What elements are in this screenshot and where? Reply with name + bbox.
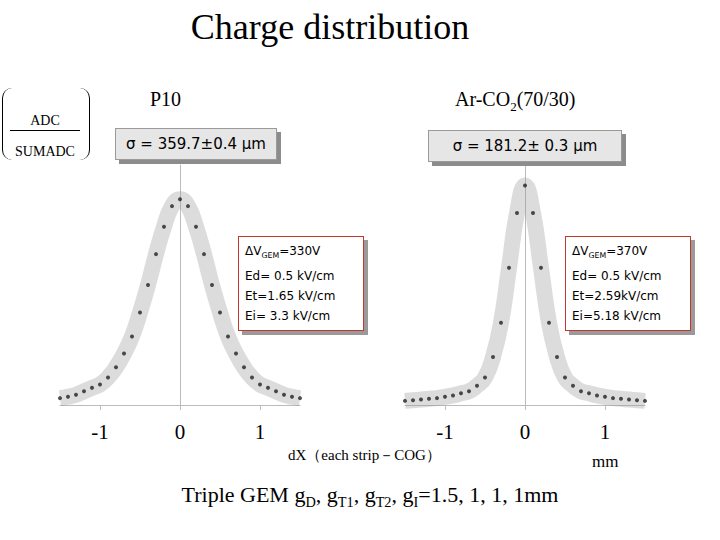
- html-text:ADC: ADC: [30, 113, 60, 128]
- html-text:Ei=5.18 kV/cm: Ei=5.18 kV/cm: [572, 309, 661, 324]
- svg-text:1: 1: [600, 420, 611, 444]
- svg-text:1: 1: [255, 420, 266, 444]
- html-text:Charge distribution: Charge distribution: [190, 7, 470, 47]
- html-text:Triple GEM gD, gT1, gT2, gI=1.: Triple GEM gD, gT1, gT2, gI=1.5, 1, 1, 1…: [181, 482, 559, 511]
- svg-text:-1: -1: [91, 420, 109, 444]
- html-text:Ei= 3.3 kV/cm: Ei= 3.3 kV/cm: [245, 309, 331, 324]
- html-text:Ed= 0.5 kV/cm: Ed= 0.5 kV/cm: [572, 269, 662, 284]
- html-text:ΔVGEM=330V: ΔVGEM=330V: [245, 244, 321, 261]
- html-text:σ = 181.2± 0.3 μm: σ = 181.2± 0.3 μm: [452, 137, 598, 155]
- html-text:Et=2.59kV/cm: Et=2.59kV/cm: [572, 289, 659, 304]
- html-text:σ = 359.7±0.4 μm: σ = 359.7±0.4 μm: [126, 135, 266, 153]
- html-text:ΔVGEM=370V: ΔVGEM=370V: [572, 244, 648, 261]
- html-text:dX（each strip－COG）: dX（each strip－COG）: [288, 447, 441, 463]
- svg-text:0: 0: [175, 420, 186, 444]
- html-text:P10: P10: [150, 88, 182, 110]
- html-text:Et=1.65 kV/cm: Et=1.65 kV/cm: [245, 289, 336, 304]
- html-text:SUMADC: SUMADC: [15, 144, 75, 159]
- html-text:Ed= 0.5 kV/cm: Ed= 0.5 kV/cm: [245, 269, 335, 284]
- html-text:Ar-CO2(70/30): Ar-CO2(70/30): [455, 88, 576, 114]
- svg-text:0: 0: [520, 420, 531, 444]
- svg-text:-1: -1: [436, 420, 454, 444]
- html-text:mm: mm: [592, 452, 619, 471]
